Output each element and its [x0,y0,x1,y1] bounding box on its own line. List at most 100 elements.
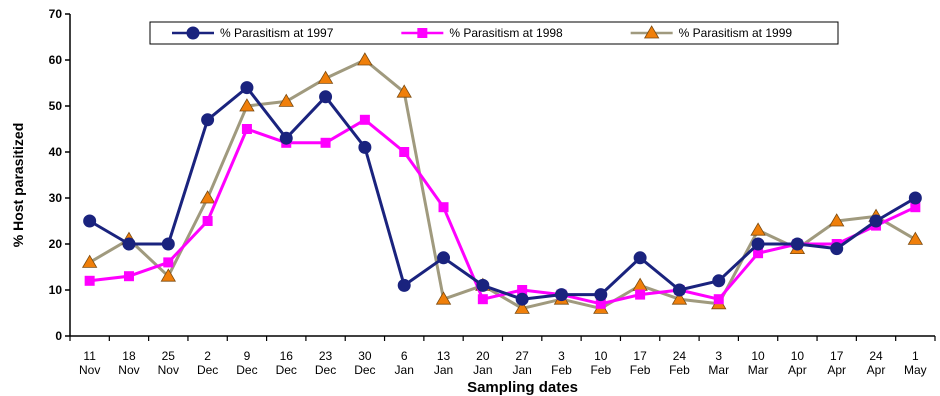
x-tick-label-month: Apr [867,363,886,377]
data-point-circle [712,274,726,288]
data-point-triangle [239,98,255,112]
data-point-circle [358,140,372,154]
data-point-circle [397,278,411,292]
x-tick-label-month: Jan [473,363,492,377]
data-point-square [753,248,764,259]
series-2 [84,114,921,309]
data-point-square [910,202,921,213]
y-axis-title: % Host parasitized [10,123,26,247]
x-tick-label-month: Apr [827,363,846,377]
y-tick-label: 30 [49,191,63,205]
data-point-circle [186,26,200,40]
data-point-square [438,202,449,213]
data-point-square [123,271,134,282]
data-point-circle [830,242,844,256]
series-line [89,118,916,306]
x-tick-label-day: 17 [633,349,647,363]
x-tick-label-month: Dec [276,363,297,377]
data-point-circle [869,214,883,228]
data-point-circle [908,191,922,205]
x-tick-label-month: Nov [79,363,100,377]
data-point-triangle [199,190,216,204]
x-tick-label-month: May [904,363,927,377]
data-point-triangle [907,231,924,245]
data-point-circle [790,237,804,251]
x-tick-label-day: 30 [358,349,372,363]
x-tick-label-day: 13 [437,349,451,363]
data-point-square [477,294,488,305]
x-tick-label-day: 3 [715,349,722,363]
x-axis-title: Sampling dates [467,379,578,396]
x-tick-label-day: 25 [162,349,176,363]
data-point-circle [240,81,254,95]
x-tick-label-day: 1 [912,349,919,363]
data-point-square [202,216,213,226]
data-point-circle [672,283,686,297]
data-point-triangle [357,52,373,66]
x-tick-label-day: 10 [791,349,805,363]
data-point-square [163,257,174,268]
data-point-triangle [643,25,660,39]
x-axis: 11Nov18Nov25Nov2Dec9Dec16Dec23Dec30Dec6J… [69,335,936,377]
data-point-triangle [829,213,845,227]
x-tick-label-day: 18 [122,349,136,363]
data-point-square [517,285,528,295]
data-point-triangle [160,268,176,282]
x-tick-label-month: Nov [158,363,179,377]
x-tick-label-day: 24 [869,349,883,363]
x-tick-label-month: Feb [551,363,572,377]
x-tick-label-month: Dec [197,363,218,377]
x-tick-label-month: Jan [434,363,453,377]
data-point-circle [122,237,136,251]
legend-label: % Parasitism at 1999 [679,26,793,40]
x-tick-label-month: Dec [315,363,336,377]
y-tick-label: 10 [49,283,63,297]
x-tick-label-month: Feb [630,363,651,377]
data-point-square [241,124,252,134]
x-tick-label-day: 11 [83,349,96,363]
data-point-triangle [435,291,452,305]
data-point-circle [594,288,608,302]
x-tick-label-month: Feb [590,363,611,377]
data-point-triangle [317,70,334,84]
series-layer [81,52,924,314]
series-line [88,86,917,301]
data-point-square [399,147,410,157]
x-tick-label-day: 17 [830,349,844,363]
data-point-square [417,28,428,38]
data-point-square [84,275,95,286]
x-tick-label-day: 20 [476,349,490,363]
x-tick-label-month: Jan [512,363,531,377]
x-tick-label-month: Mar [748,363,769,377]
data-point-circle [83,214,97,228]
data-point-circle [437,251,451,265]
x-tick-label-day: 16 [280,349,294,363]
data-point-triangle [514,300,530,314]
data-point-triangle [396,84,412,98]
x-tick-label-day: 27 [515,349,529,363]
data-point-square [320,137,331,148]
y-tick-label: 60 [49,53,63,67]
data-point-triangle [632,277,648,291]
data-point-square [595,298,606,309]
data-point-circle [751,237,765,251]
legend: % Parasitism at 1997 % Parasitism at 1998… [149,21,839,45]
x-tick-label-day: 9 [244,349,251,363]
series-line [88,58,917,310]
data-point-circle [319,90,333,104]
legend-label: % Parasitism at 1998 [449,26,563,40]
data-point-circle [279,131,293,145]
data-point-triangle [750,222,766,236]
x-tick-label-month: Feb [669,363,690,377]
y-axis: 0 10 20 30 40 50 60 70 [49,7,71,343]
data-point-circle [476,278,490,292]
y-tick-label: 70 [49,7,63,21]
x-tick-label-month: Dec [236,363,257,377]
y-tick-label: 50 [49,99,63,113]
data-point-triangle [278,93,294,107]
y-tick-label: 0 [55,329,62,343]
x-tick-label-day: 6 [401,349,408,363]
data-point-square [359,114,370,125]
legend-label: % Parasitism at 1997 [220,26,334,40]
series-1 [83,81,922,306]
